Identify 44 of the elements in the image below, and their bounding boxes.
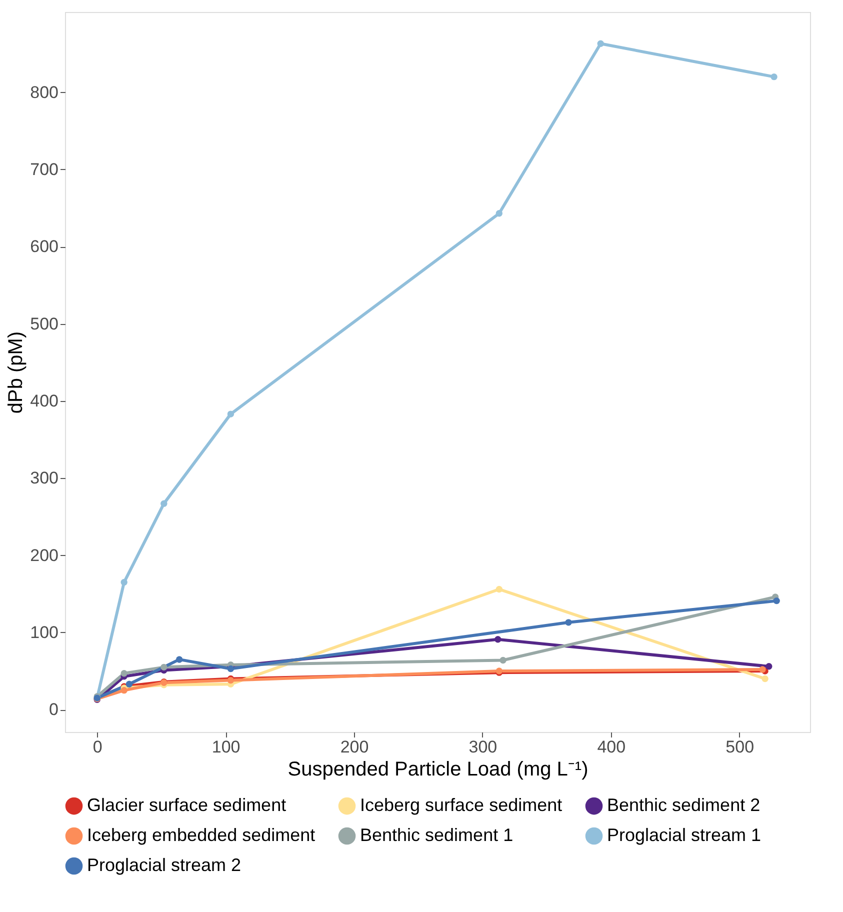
legend-label: Proglacial stream 1 bbox=[607, 825, 762, 845]
point bbox=[494, 636, 502, 643]
y-tick-label: 700 bbox=[30, 160, 58, 179]
point bbox=[227, 410, 234, 418]
y-tick-label: 0 bbox=[49, 700, 58, 720]
y-tick-label: 100 bbox=[30, 622, 58, 642]
x-tick-label: 500 bbox=[726, 738, 754, 756]
point bbox=[770, 73, 778, 80]
y-tick-label: 800 bbox=[30, 82, 58, 102]
legend-label: Benthic sediment 1 bbox=[360, 825, 514, 845]
y-axis-title: dPb (pM) bbox=[5, 331, 28, 414]
point bbox=[496, 210, 503, 217]
point bbox=[565, 619, 572, 626]
point bbox=[120, 578, 128, 586]
point bbox=[160, 664, 168, 671]
point bbox=[773, 597, 780, 604]
y-tick-label: 200 bbox=[30, 546, 58, 565]
x-axis-title: Suspended Particle Load (mg L⁻¹) bbox=[288, 758, 588, 780]
y-tick-label: 500 bbox=[30, 314, 58, 334]
legend-label: Iceberg surface sediment bbox=[360, 795, 562, 816]
x-tick-label: 300 bbox=[468, 738, 498, 756]
point bbox=[120, 686, 128, 694]
point bbox=[500, 656, 506, 664]
x-tick-label: 0 bbox=[92, 738, 102, 756]
point bbox=[120, 670, 128, 677]
y-tick-label: 600 bbox=[30, 237, 58, 256]
x-tick-label: 100 bbox=[212, 738, 240, 756]
legend-label: Benthic sediment 2 bbox=[607, 795, 760, 816]
legend-label: Glacier surface sediment bbox=[87, 795, 286, 816]
legend-label: Iceberg embedded sediment bbox=[87, 825, 316, 845]
x-tick-label: 200 bbox=[340, 738, 369, 756]
x-tick-label: 400 bbox=[597, 738, 626, 756]
point bbox=[126, 680, 133, 688]
point bbox=[759, 666, 766, 673]
point bbox=[176, 656, 183, 663]
y-tick-label: 400 bbox=[30, 391, 58, 410]
point bbox=[766, 663, 772, 670]
point bbox=[227, 665, 234, 672]
legend-label: Proglacial stream 2 bbox=[87, 855, 242, 875]
point bbox=[762, 675, 768, 682]
point bbox=[496, 586, 503, 593]
y-tick-label: 300 bbox=[30, 468, 58, 488]
point bbox=[160, 500, 168, 507]
point bbox=[597, 40, 604, 47]
